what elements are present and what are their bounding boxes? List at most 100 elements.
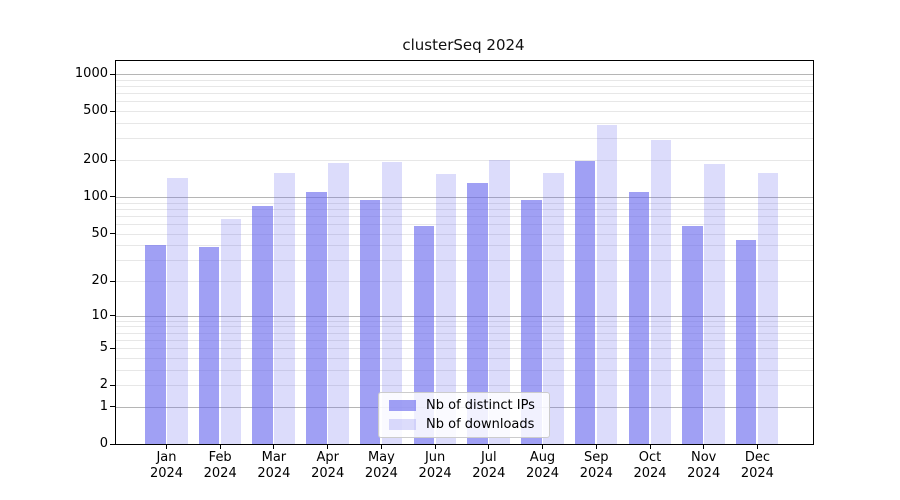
- y-tick-mark: [110, 443, 115, 445]
- x-tick-label: Jan 2024: [149, 450, 184, 481]
- gridline: [116, 281, 813, 282]
- x-tick-label: Jun 2024: [418, 450, 452, 481]
- bar-distinct-ips: [145, 245, 166, 444]
- gridline: [116, 357, 813, 359]
- x-tick-mark: [273, 445, 275, 449]
- gridline: [116, 196, 813, 198]
- bar-downloads: [220, 218, 242, 444]
- bar-downloads: [757, 172, 779, 444]
- gridline: [116, 160, 813, 161]
- y-tick-mark: [110, 110, 115, 112]
- y-tick-label: 0: [99, 436, 108, 451]
- bar-downloads: [704, 164, 725, 444]
- gridline: [116, 332, 813, 334]
- y-tick-mark: [110, 347, 115, 349]
- gridline: [116, 385, 813, 387]
- y-tick-label: 5: [99, 340, 108, 356]
- y-tick-label: 500: [83, 103, 108, 119]
- y-tick-mark: [110, 280, 115, 282]
- x-tick-mark: [595, 445, 597, 449]
- bar-downloads: [274, 172, 295, 444]
- x-tick-mark: [327, 445, 329, 449]
- gridline: [116, 86, 813, 87]
- chart-title: clusterSeq 2024: [402, 36, 525, 54]
- bar-distinct-ips: [628, 191, 649, 444]
- bar-downloads: [489, 160, 510, 444]
- x-tick-mark: [703, 445, 705, 449]
- bar-layer: [116, 61, 813, 444]
- gridline: [116, 315, 813, 317]
- gridline: [116, 260, 813, 262]
- grid-layer: [116, 61, 813, 444]
- gridline: [116, 339, 813, 341]
- x-tick-mark: [542, 445, 543, 449]
- plot-area: Nb of distinct IPs Nb of downloads: [115, 60, 814, 445]
- bar-distinct-ips: [574, 160, 596, 444]
- x-tick-mark: [219, 445, 221, 449]
- gridline: [116, 326, 813, 328]
- y-tick-mark: [110, 384, 115, 386]
- y-tick-label: 10: [91, 307, 108, 323]
- bar-distinct-ips: [413, 225, 435, 444]
- y-tick-label: 1000: [74, 66, 108, 81]
- bar-downloads: [435, 173, 457, 444]
- legend-label-downloads: Nb of downloads: [426, 417, 535, 432]
- y-tick-label: 200: [83, 152, 108, 167]
- x-tick-label: Oct 2024: [633, 450, 667, 481]
- x-tick-mark: [488, 445, 490, 449]
- bar-distinct-ips: [521, 199, 542, 444]
- x-tick-label: Nov 2024: [687, 450, 721, 481]
- y-tick-label: 1: [99, 398, 108, 414]
- bar-downloads: [543, 172, 564, 444]
- x-tick-label: Feb 2024: [203, 450, 237, 481]
- y-tick-mark: [110, 196, 115, 198]
- y-tick-mark: [110, 406, 115, 408]
- legend-entry-downloads: Nb of downloads: [389, 417, 535, 432]
- gridline: [116, 138, 813, 140]
- bar-distinct-ips: [735, 240, 757, 444]
- gridline: [116, 223, 813, 225]
- y-tick-label: 100: [83, 188, 108, 204]
- gridline: [116, 233, 813, 235]
- bar-downloads: [328, 162, 349, 444]
- y-tick-mark: [110, 233, 115, 234]
- x-tick-label: Jul 2024: [472, 450, 506, 481]
- y-tick-mark: [110, 315, 115, 317]
- bar-downloads: [167, 177, 188, 444]
- gridline: [116, 93, 813, 95]
- bar-downloads: [381, 161, 403, 444]
- x-tick-mark: [434, 445, 436, 449]
- x-tick-label: Sep 2024: [579, 450, 613, 481]
- gridline: [116, 111, 813, 113]
- gridline: [116, 215, 813, 217]
- x-tick-mark: [380, 445, 382, 449]
- y-tick-label: 2: [99, 377, 108, 393]
- bar-distinct-ips: [467, 183, 488, 444]
- bar-distinct-ips: [682, 225, 703, 444]
- bar-distinct-ips: [306, 191, 327, 444]
- x-tick-mark: [756, 445, 758, 449]
- y-tick-label: 20: [91, 273, 108, 288]
- y-tick-mark: [110, 73, 115, 75]
- x-tick-mark: [166, 445, 167, 449]
- x-tick-label: Dec 2024: [740, 450, 774, 481]
- legend-label-distinct-ips: Nb of distinct IPs: [426, 398, 535, 413]
- legend: Nb of distinct IPs Nb of downloads: [378, 392, 550, 438]
- y-tick-mark: [110, 159, 115, 161]
- gridline: [116, 208, 813, 210]
- gridline: [116, 123, 813, 124]
- x-tick-label: Mar 2024: [257, 450, 291, 481]
- gridline: [116, 79, 813, 81]
- x-tick-label: Aug 2024: [525, 450, 560, 481]
- legend-swatch-downloads-icon: [389, 419, 416, 430]
- bar-distinct-ips: [252, 205, 273, 444]
- gridline: [116, 348, 813, 350]
- x-tick-mark: [649, 445, 651, 449]
- gridline: [116, 320, 813, 322]
- gridline: [116, 369, 813, 371]
- legend-entry-distinct-ips: Nb of distinct IPs: [389, 398, 535, 413]
- gridline: [116, 245, 813, 247]
- y-tick-label: 50: [91, 225, 108, 241]
- x-tick-label: May 2024: [364, 450, 398, 481]
